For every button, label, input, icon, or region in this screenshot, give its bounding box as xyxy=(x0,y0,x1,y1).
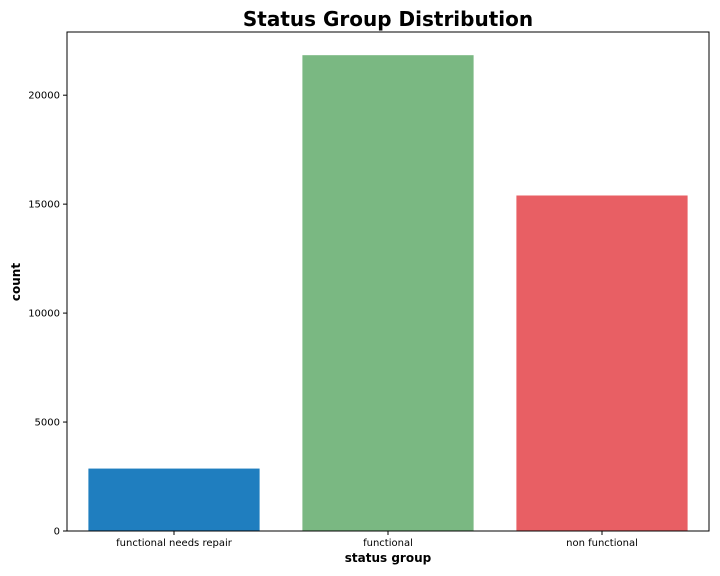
bar-functional xyxy=(302,55,474,532)
y-tick-label: 0 xyxy=(54,527,60,538)
y-axis-label: count xyxy=(9,263,23,301)
bar-functional-needs-repair xyxy=(88,468,260,531)
y-axis-ticks: 0 5000 10000 15000 20000 xyxy=(28,91,67,538)
x-tick-label: non functional xyxy=(566,538,638,549)
x-tick-label: functional needs repair xyxy=(116,538,233,549)
y-tick-label: 10000 xyxy=(28,309,60,320)
x-axis-ticks: functional needs repair functional non fun… xyxy=(116,531,638,549)
x-axis-label: status group xyxy=(345,551,432,565)
bars-layer xyxy=(88,55,688,532)
x-tick-label: functional xyxy=(363,538,413,549)
bar-non-functional xyxy=(516,195,688,531)
chart-title: Status Group Distribution xyxy=(243,7,533,31)
y-tick-label: 15000 xyxy=(28,200,60,211)
y-tick-label: 20000 xyxy=(28,91,60,102)
plot-frame xyxy=(66,31,710,532)
y-tick-label: 5000 xyxy=(35,418,60,429)
